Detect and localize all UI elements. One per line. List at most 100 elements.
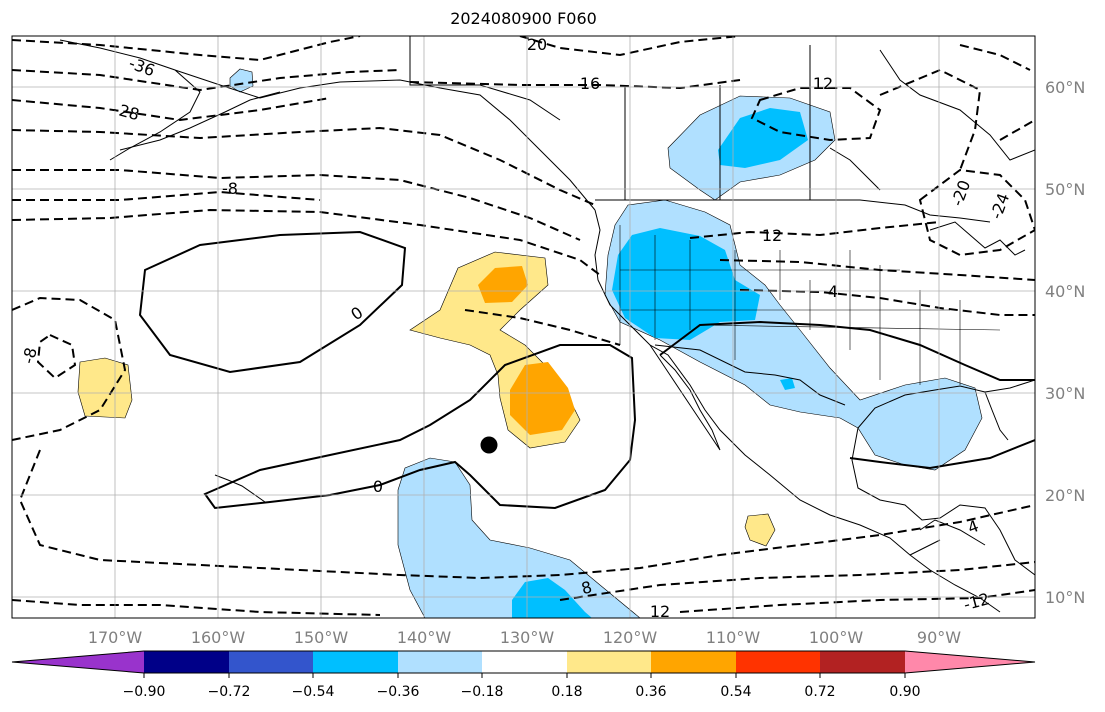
chart-title: 2024080900 F060 [450,9,597,28]
contour-dashed-east-outer [879,68,1035,171]
colorbar-segment [736,651,820,673]
coastline-great-lakes [929,221,1026,256]
lon-tick-label: 150°W [294,628,349,647]
lat-tick-label: 40°N [1045,282,1085,301]
border-alaska-canada [409,36,561,121]
colorbar-tick-label: −0.36 [377,684,420,700]
coastline-alaska [59,39,596,211]
lon-tick-label: 130°W [500,628,555,647]
lon-tick-label: 170°W [88,628,143,647]
lon-tick-label: 110°W [706,628,761,647]
coastline-hudson [829,49,1035,191]
contour-dashed-us-4 [739,289,1035,316]
coastline-aleutians [119,91,281,151]
contour-zero-east [659,320,1035,470]
lat-tick-label: 20°N [1045,486,1085,505]
lon-tick-label: 160°W [191,628,246,647]
lat-tick-label: 50°N [1045,180,1085,199]
colorbar-tick-label: −0.90 [123,684,166,700]
lat-tick-label: 30°N [1045,384,1085,403]
border-us-states [619,225,1001,385]
shade-orange-north [478,266,528,303]
colorbar-tick-label: 0.72 [804,684,835,700]
contour-label: 8 [579,577,594,598]
colorbar-segment [313,651,398,673]
contour-dashed-canada-16 [409,79,741,90]
lat-tick-labels: 60°N 50°N 40°N 30°N 20°N 10°N [1045,78,1085,607]
lat-tick-label: 10°N [1045,588,1085,607]
border-canada-provinces [624,45,811,200]
colorbar-segment [651,651,736,673]
lon-tick-label: 140°W [397,628,452,647]
coastline-west-us [594,209,1001,613]
coastline-baja [649,344,721,451]
coastline-gulf [851,379,1035,576]
colorbar: −0.90 −0.72 −0.54 −0.36 −0.18 0.18 0.36 … [11,650,1036,700]
contour-dashed-canada-20 [519,36,741,57]
colorbar-tick-label: −0.18 [461,684,504,700]
map-frame [11,35,1036,619]
colorbar-tick-label: −0.72 [208,684,251,700]
colorbar-segment [398,651,482,673]
lat-tick-label: 60°N [1045,78,1085,97]
contour-dashed-us-8 [719,259,1035,281]
contour-dashed-us-12 [689,221,941,239]
colorbar-extend-right [905,651,1035,673]
coastline-hawaii [214,474,266,503]
contour-dashed-east-low [918,168,1035,257]
contour-dashed-n3 [12,97,331,122]
contour-label: 20 [527,35,547,54]
contour-label: 0 [373,477,383,496]
colorbar-segment [144,651,229,673]
shade-light-blue-alaska-dot [229,68,254,93]
lon-tick-labels: 170°W 160°W 150°W 140°W 130°W 120°W 110°… [88,628,961,647]
contour-label: 16 [580,74,600,93]
contour-dashed-n7 [12,208,601,276]
colorbar-ticks [143,673,906,678]
contour-label: 12 [813,74,833,93]
contour-dashed-northeast [959,44,1031,71]
shade-blue-pacific [512,578,592,618]
shade-blue-texas-dot [780,378,795,390]
location-marker [480,436,498,454]
lon-tick-label: 100°W [809,628,864,647]
contour-label: -8 [18,345,40,365]
border-us-mexico [654,344,846,406]
colorbar-tick-label: 0.90 [889,684,920,700]
border-canada-us [595,199,991,223]
grid-lines [12,36,1035,618]
colorbar-tick-label: 0.54 [720,684,751,700]
contour-dashed-n2 [12,69,401,92]
contour-label: -8 [222,179,238,198]
colorbar-segment [229,651,313,673]
coastline-layer [59,36,1035,613]
shade-yellow-west [77,357,133,419]
colorbar-tick-label: 0.18 [551,684,582,700]
contour-label: 12 [762,226,782,245]
lon-tick-label: 120°W [603,628,658,647]
colorbar-segment [482,651,567,673]
lon-tick-label: 90°W [917,628,961,647]
contour-zero-closed [138,230,407,374]
contour-layer [12,36,1035,616]
coastline-florida [984,391,1009,441]
colorbar-segment [820,651,905,673]
contour-dashed-n4 [12,126,596,206]
contour-label: 4 [828,282,838,301]
shade-blue-canada [718,108,808,168]
contour-label: 12 [650,602,670,621]
contour-dashed-pac-center [464,309,621,346]
shade-orange-south [510,362,575,435]
colorbar-extend-left [12,651,144,673]
contour-dashed-west-loop [12,296,127,441]
shade-yellow-mexico [744,513,776,547]
shade-blue-west-us [612,228,760,340]
colorbar-tick-label: −0.54 [292,684,335,700]
contour-dashed-n1 [12,36,361,62]
colorbar-tick-label: 0.36 [635,684,666,700]
colorbar-segment [567,651,651,673]
contour-dashed-south-3 [679,589,1035,613]
contour-dashed-n6 [12,190,321,201]
contour-dashed-canada-12 [750,87,882,142]
